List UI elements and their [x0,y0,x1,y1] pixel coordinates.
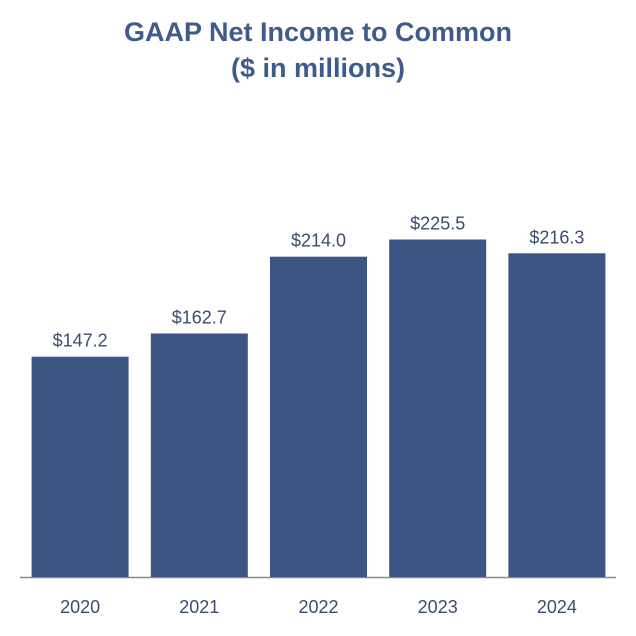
x-tick-label-2022: 2022 [298,597,338,617]
chart-title: GAAP Net Income to Common [123,17,513,47]
data-label-2024: $216.3 [529,227,584,247]
data-label-2020: $147.2 [53,331,108,351]
chart-subtitle: ($ in millions) [230,53,405,83]
bar-2023 [389,239,487,577]
x-tick-label-2020: 2020 [60,597,100,617]
bar-2024 [508,253,606,578]
bar-2020 [31,356,129,577]
bar-2022 [270,256,367,577]
chart-title-block: GAAP Net Income to Common ($ in millions… [0,14,636,86]
data-label-2022: $214.0 [291,231,346,251]
data-label-2021: $162.7 [172,308,227,328]
x-tick-label-2021: 2021 [179,597,219,617]
data-label-2023: $225.5 [410,214,465,234]
x-tick-label-2024: 2024 [537,597,577,617]
bar-2021 [150,333,248,577]
x-tick-label-2023: 2023 [418,597,458,617]
